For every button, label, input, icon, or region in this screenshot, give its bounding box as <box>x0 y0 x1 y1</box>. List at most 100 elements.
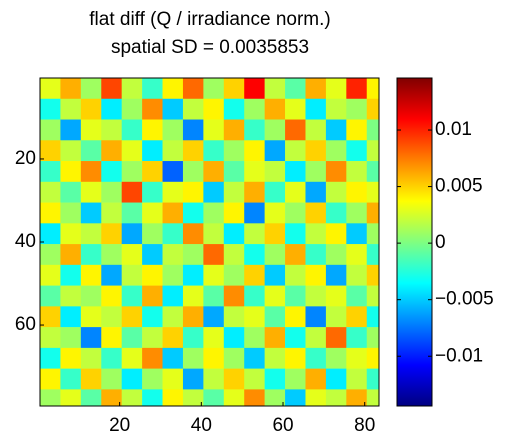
heatmap-cell <box>223 306 245 328</box>
heatmap-cell <box>121 181 143 203</box>
heatmap-cell <box>162 161 184 183</box>
heatmap-cell <box>60 98 82 120</box>
heatmap-cell <box>162 347 184 369</box>
heatmap-cell <box>182 78 204 100</box>
heatmap-cell <box>142 119 163 141</box>
heatmap-cell <box>162 389 184 406</box>
heatmap-cell <box>40 389 61 406</box>
heatmap-cell <box>223 347 245 369</box>
heatmap-cell <box>346 223 368 245</box>
heatmap-cell <box>305 347 327 369</box>
heatmap-cell <box>366 306 379 328</box>
heatmap-cell <box>346 181 368 203</box>
heatmap-cell <box>305 327 327 349</box>
heatmap-cell <box>366 181 379 203</box>
heatmap-cell <box>80 181 102 203</box>
heatmap-cell <box>264 223 286 245</box>
heatmap-cell <box>80 306 102 328</box>
heatmap-cell <box>285 78 306 100</box>
heatmap-cell <box>325 98 347 120</box>
y-tick-label: 20 <box>15 148 36 169</box>
heatmap-cell <box>101 78 122 100</box>
heatmap-cell <box>162 119 184 141</box>
heatmap-cell <box>121 161 143 183</box>
heatmap-cell <box>162 223 184 245</box>
heatmap-cell <box>203 119 225 141</box>
heatmap-cell <box>244 244 265 266</box>
heatmap-cell <box>346 264 368 286</box>
heatmap-cell <box>285 368 306 390</box>
heatmap-cell <box>223 223 245 245</box>
heatmap-cell <box>325 161 347 183</box>
heatmap-cell <box>244 140 265 162</box>
heatmap-cell <box>346 244 368 266</box>
heatmap-cell <box>203 161 225 183</box>
heatmap-cell <box>203 244 225 266</box>
heatmap-cell <box>305 161 327 183</box>
heatmap-cell <box>264 389 286 406</box>
heatmap-cell <box>80 161 102 183</box>
heatmap-cell <box>366 347 379 369</box>
heatmap-cell <box>305 306 327 328</box>
heatmap-cell <box>203 181 225 203</box>
heatmap-cell <box>60 78 82 100</box>
heatmap-cell <box>162 244 184 266</box>
heatmap-cell <box>60 161 82 183</box>
heatmap-cell <box>80 264 102 286</box>
heatmap-cell <box>80 327 102 349</box>
y-tick-label: 40 <box>15 231 36 252</box>
heatmap-cell <box>80 140 102 162</box>
heatmap-cell <box>60 140 82 162</box>
heatmap-cell <box>223 119 245 141</box>
heatmap-cell <box>101 223 122 245</box>
heatmap-cell <box>366 140 379 162</box>
heatmap-cell <box>40 181 61 203</box>
heatmap-cell <box>244 202 265 224</box>
heatmap-cell <box>223 389 245 406</box>
heatmap-cell <box>366 244 379 266</box>
heatmap-cell <box>325 368 347 390</box>
heatmap-cell <box>366 223 379 245</box>
heatmap-cell <box>60 389 82 406</box>
heatmap-cell <box>60 181 82 203</box>
heatmap-cell <box>223 98 245 120</box>
heatmap-cell <box>101 285 122 307</box>
heatmap-cell <box>305 202 327 224</box>
heatmap-cell <box>162 264 184 286</box>
heatmap-cell <box>142 285 163 307</box>
heatmap-cell <box>305 368 327 390</box>
heatmap-cell <box>244 389 265 406</box>
heatmap-cell <box>60 223 82 245</box>
heatmap-cell <box>142 161 163 183</box>
heatmap-cell <box>305 98 327 120</box>
heatmap-cell <box>285 306 306 328</box>
heatmap-cell <box>366 264 379 286</box>
heatmap-cell <box>101 306 122 328</box>
heatmap-cell <box>285 98 306 120</box>
heatmap-cell <box>101 368 122 390</box>
heatmap-cell <box>264 285 286 307</box>
colorbar-tick-label: −0.005 <box>435 289 494 310</box>
heatmap-cells <box>40 78 379 406</box>
heatmap-cell <box>325 264 347 286</box>
heatmap-cell <box>101 161 122 183</box>
heatmap-cell <box>121 347 143 369</box>
heatmap-cell <box>244 161 265 183</box>
heatmap-cell <box>182 285 204 307</box>
heatmap-cell <box>142 223 163 245</box>
heatmap-cell <box>305 285 327 307</box>
heatmap-cell <box>121 119 143 141</box>
heatmap-cell <box>203 202 225 224</box>
heatmap-cell <box>40 285 61 307</box>
heatmap-cell <box>182 161 204 183</box>
heatmap-cell <box>101 389 122 406</box>
heatmap-cell <box>121 327 143 349</box>
heatmap-cell <box>325 285 347 307</box>
heatmap-cell <box>223 264 245 286</box>
heatmap-cell <box>121 368 143 390</box>
heatmap-cell <box>346 119 368 141</box>
heatmap-cell <box>346 140 368 162</box>
heatmap-cell <box>142 244 163 266</box>
heatmap-cell <box>223 161 245 183</box>
heatmap-cell <box>264 368 286 390</box>
